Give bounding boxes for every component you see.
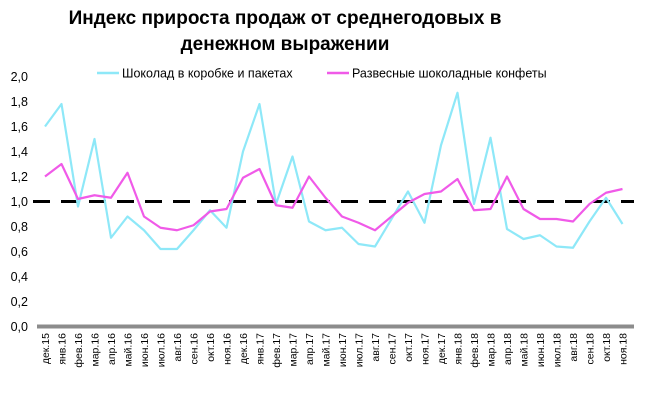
- y-tick-label: 0,6: [11, 245, 28, 259]
- x-tick-label: май.17: [321, 333, 333, 367]
- series-line-2: [44, 162, 623, 232]
- y-tick-label: 0,8: [11, 220, 28, 234]
- x-tick-label: сен.17: [387, 333, 399, 365]
- x-tick-label: июл.16: [156, 333, 168, 367]
- x-tick-label: дек.16: [238, 333, 250, 364]
- chart-title-line-1: Индекс прироста продаж от среднегодовых …: [69, 8, 502, 29]
- y-tick-label: 2,0: [11, 70, 28, 84]
- x-tick-label: янв.17: [255, 333, 267, 365]
- y-tick-label: 1,2: [11, 170, 28, 184]
- x-tick-label: апр.17: [304, 333, 316, 365]
- x-tick-label: мар.16: [90, 333, 102, 367]
- x-tick-label: июн.18: [535, 333, 547, 367]
- x-tick-label: янв.18: [453, 333, 465, 365]
- x-tick-label: мар.17: [288, 333, 300, 367]
- y-tick-label: 0,4: [11, 270, 28, 284]
- x-tick-label: янв.16: [57, 333, 69, 365]
- x-tick-label: ноя.16: [222, 333, 234, 365]
- x-tick-label: дек.15: [40, 333, 52, 364]
- x-tick-label: июн.17: [337, 333, 349, 367]
- x-tick-label: фев.18: [469, 333, 481, 368]
- x-tick-label: дек.17: [436, 333, 448, 364]
- x-tick-label: июл.17: [354, 333, 366, 367]
- y-tick-label: 0,0: [11, 320, 28, 334]
- x-tick-label: окт.16: [205, 333, 217, 362]
- x-tick-label: сен.16: [189, 333, 201, 365]
- x-tick-label: авг.17: [370, 333, 382, 362]
- y-tick-label: 1,0: [11, 195, 28, 209]
- x-tick-label: ноя.18: [618, 333, 630, 365]
- x-tick-label: мар.18: [486, 333, 498, 367]
- chart-title-line-2: денежном выражении: [181, 34, 390, 55]
- x-tick-label: авг.16: [172, 333, 184, 362]
- legend-label-2: Развесные шоколадные конфеты: [352, 67, 547, 81]
- x-tick-label: окт.17: [403, 333, 415, 362]
- y-tick-label: 0,2: [11, 295, 28, 309]
- x-tick-label: окт.18: [601, 333, 613, 362]
- x-tick-label: июн.16: [139, 333, 151, 367]
- y-tick-label: 1,6: [11, 120, 28, 134]
- x-tick-label: май.18: [519, 333, 531, 367]
- x-tick-label: май.16: [123, 333, 135, 367]
- x-tick-label: сен.18: [585, 333, 597, 365]
- x-tick-label: авг.18: [568, 333, 580, 362]
- x-tick-label: фев.16: [73, 333, 85, 368]
- series-line-1: [44, 91, 624, 251]
- legend-label-1: Шоколад в коробке и пакетах: [122, 67, 293, 81]
- x-tick-label: апр.16: [106, 333, 118, 365]
- y-tick-label: 1,8: [11, 95, 28, 109]
- x-tick-label: фев.17: [271, 333, 283, 368]
- y-tick-label: 1,4: [11, 145, 28, 159]
- x-tick-label: апр.18: [502, 333, 514, 365]
- x-tick-label: июл.18: [552, 333, 564, 367]
- x-tick-label: ноя.17: [420, 333, 432, 365]
